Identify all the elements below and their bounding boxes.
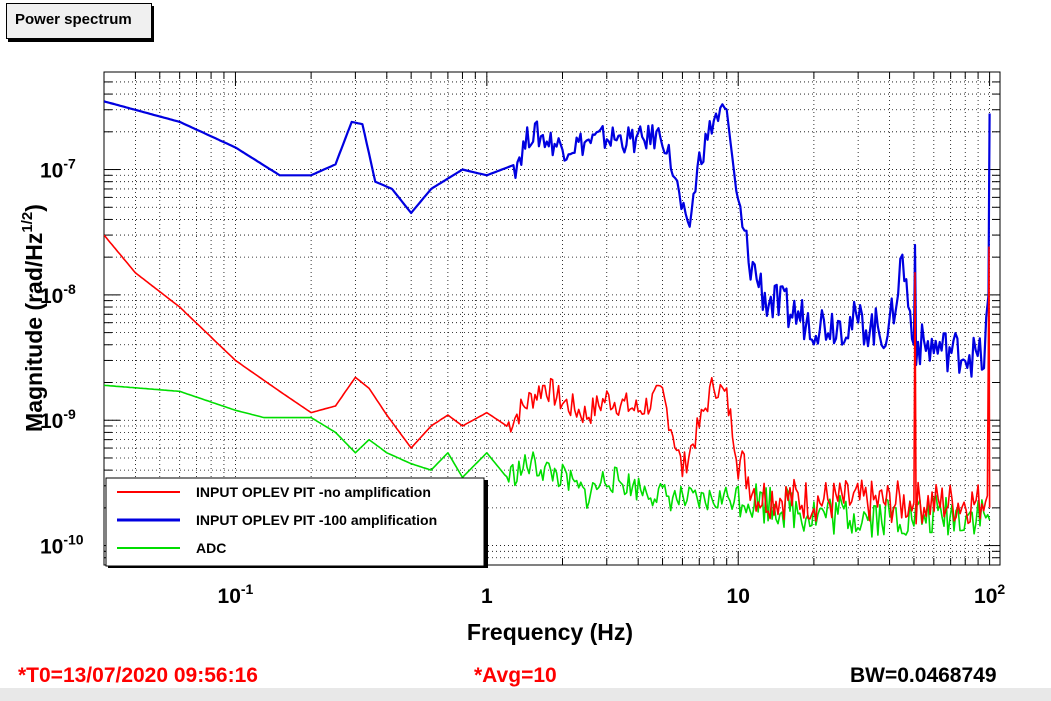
t0-status: *T0=13/07/2020 09:56:16 xyxy=(18,664,258,687)
grid-lines xyxy=(103,71,1000,565)
footer-bar xyxy=(0,688,1051,701)
legend-label: INPUT OPLEV PIT -100 amplification xyxy=(196,512,437,528)
series-line-1 xyxy=(104,100,991,378)
series-layer xyxy=(104,100,991,538)
legend-label: INPUT OPLEV PIT -no amplification xyxy=(196,484,431,500)
avg-status: *Avg=10 xyxy=(474,664,557,687)
x-tick-label: 10-1 xyxy=(218,581,254,608)
legend: INPUT OPLEV PIT -no amplification INPUT O… xyxy=(105,477,488,568)
y-tick-label: 10-8 xyxy=(40,281,76,308)
legend-label: ADC xyxy=(196,540,226,556)
y-axis-label: Magnitude (rad/Hz1/2) xyxy=(19,204,47,432)
chart-title: Power spectrum xyxy=(6,3,152,39)
series-line-2 xyxy=(104,384,991,538)
y-tick-label: 10-9 xyxy=(40,406,76,433)
series-line-0 xyxy=(104,234,991,525)
axis-labels: 10-1 1 10 102 10-10 10-9 10-8 10-7 Frequency (Hz… xyxy=(19,156,1005,645)
y-tick-label: 10-10 xyxy=(40,532,84,559)
x-tick-label: 10 xyxy=(727,585,750,608)
x-axis-label: Frequency (Hz) xyxy=(467,619,633,645)
legend-shadow xyxy=(484,480,488,568)
x-tick-label: 1 xyxy=(481,585,493,608)
y-tick-label: 10-7 xyxy=(40,156,76,183)
bw-status: BW=0.0468749 xyxy=(850,664,997,687)
legend-shadow xyxy=(108,566,488,568)
x-tick-label: 102 xyxy=(974,581,1005,608)
